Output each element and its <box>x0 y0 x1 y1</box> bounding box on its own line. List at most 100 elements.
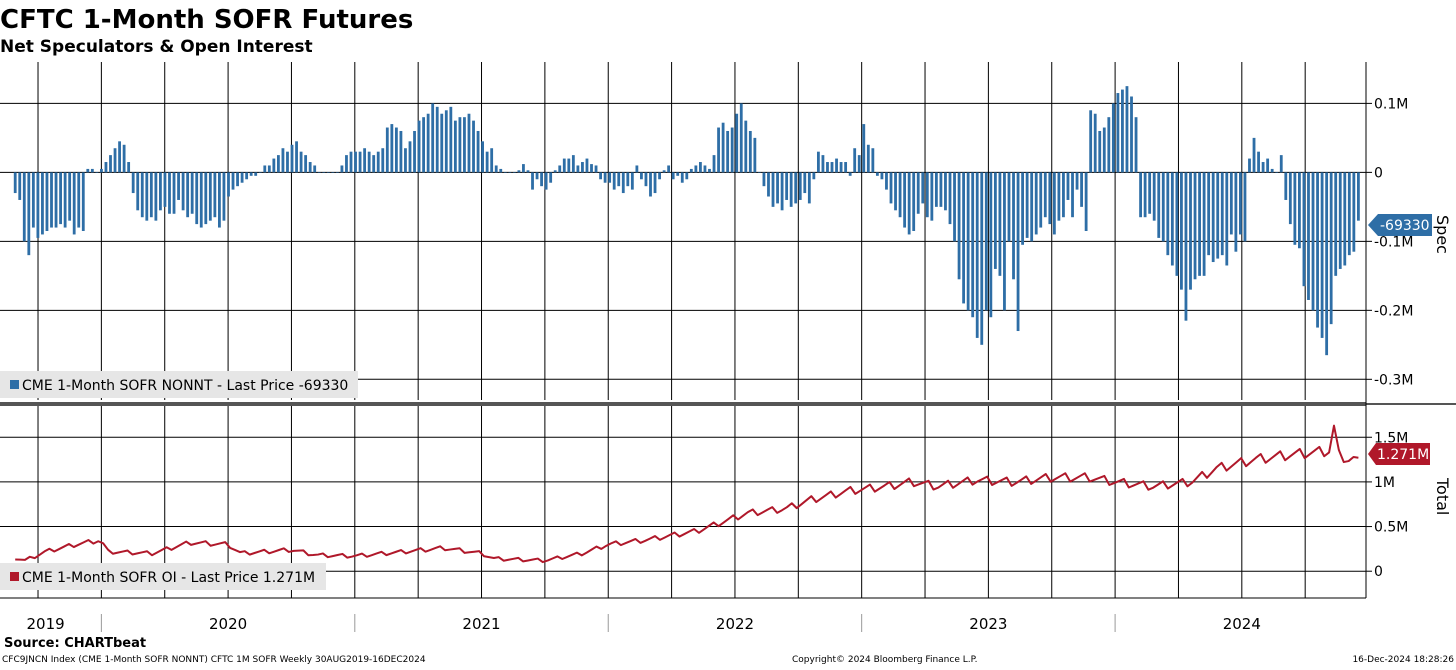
spec-bar <box>712 155 716 173</box>
spec-bar <box>708 168 711 173</box>
spec-bar <box>1071 172 1074 218</box>
spec-bar <box>676 172 680 176</box>
spec-bar <box>394 127 398 173</box>
spec-bar <box>1007 172 1011 242</box>
spec-bar <box>1143 172 1147 218</box>
spec-bar <box>571 155 575 173</box>
spec-bar <box>1030 172 1034 242</box>
oi-last-value-tag: 1.271M <box>1368 443 1430 465</box>
spec-bar <box>1098 130 1102 173</box>
spec-bar <box>299 151 303 173</box>
spec-bar <box>190 172 194 214</box>
source-label: Source: CHARTbeat <box>4 636 146 651</box>
chart-title: CFTC 1-Month SOFR Futures <box>0 5 413 35</box>
spec-bar <box>335 172 339 173</box>
spec-bar <box>499 168 503 173</box>
spec-bar <box>195 172 199 225</box>
spec-bar <box>785 172 789 200</box>
spec-bar <box>222 172 226 221</box>
spec-bar <box>145 172 149 221</box>
spec-bar <box>1220 172 1224 256</box>
spec-bar <box>907 172 911 235</box>
spec-bar <box>1288 172 1292 225</box>
spec-bar <box>440 113 444 173</box>
spec-bar <box>875 172 879 176</box>
spec-bar <box>971 172 975 318</box>
spec-bar <box>812 172 816 180</box>
spec-bar <box>481 141 484 173</box>
spec-bar <box>426 113 430 173</box>
spec-bar <box>585 158 589 173</box>
spec-bar <box>1343 172 1347 266</box>
top-tick-label: -0.1M <box>1374 234 1413 250</box>
spec-bar <box>417 120 421 173</box>
spec-bar <box>72 172 76 235</box>
spec-bar <box>1302 172 1306 287</box>
timestamp: 16-Dec-2024 18:28:26 <box>1352 655 1454 665</box>
spec-bar <box>408 141 412 173</box>
spec-bar <box>989 172 993 318</box>
spec-bar <box>231 172 235 190</box>
spec-bar <box>776 172 779 204</box>
spec-bar <box>522 164 525 173</box>
spec-bar <box>726 130 730 173</box>
spec-bar <box>1121 89 1124 173</box>
spec-bar <box>1243 172 1247 242</box>
spec-bar <box>254 172 258 176</box>
spec-bar <box>553 170 557 173</box>
spec-bar <box>240 172 244 183</box>
spec-bar <box>354 151 357 173</box>
spec-bar <box>685 172 689 180</box>
spec-bar <box>1048 172 1052 225</box>
spec-bar <box>163 172 167 207</box>
spec-bar <box>880 172 884 180</box>
spec-bar <box>435 106 439 173</box>
spec-bar <box>263 165 267 173</box>
spec-bar <box>531 172 534 190</box>
spec-bar <box>1279 155 1283 173</box>
spec-bar <box>168 172 171 214</box>
spec-bar <box>1180 172 1183 290</box>
spec-bar <box>635 165 639 173</box>
spec-bar <box>581 162 584 173</box>
spec-bar <box>358 151 362 173</box>
spec-bar <box>1125 86 1129 173</box>
spec-bar <box>953 172 956 242</box>
spec-bar <box>77 172 81 228</box>
spec-bar <box>1102 127 1106 173</box>
spec-bar <box>966 172 970 311</box>
spec-bar <box>626 172 630 187</box>
spec-bar <box>939 172 943 207</box>
spec-bar <box>1057 172 1061 221</box>
spec-bar <box>1338 172 1342 269</box>
spec-bar <box>576 165 580 173</box>
spec-bar <box>558 165 562 173</box>
spec-bar <box>1043 172 1047 218</box>
oi-last-value-label: 1.271M <box>1377 447 1429 463</box>
spec-bar <box>1075 172 1079 190</box>
spec-bar <box>1270 168 1274 173</box>
spec-bar <box>535 172 539 180</box>
spec-bar <box>140 172 144 218</box>
spec-bar <box>281 148 285 173</box>
bottom-axis-ticks: 1.5M 1M 0.5M 0 <box>1366 430 1408 580</box>
spec-bar <box>1175 172 1179 276</box>
spec-bar <box>603 172 607 183</box>
spec-bar <box>590 164 593 173</box>
spec-bar <box>667 165 671 173</box>
spec-bar <box>662 170 666 173</box>
top-tick-label: 0.1M <box>1374 96 1408 112</box>
spec-bar <box>653 172 657 194</box>
spec-bar <box>1198 172 1201 276</box>
year-label: 2020 <box>209 615 247 633</box>
spec-bar <box>984 172 988 311</box>
spec-bar <box>1261 162 1265 173</box>
spec-bar <box>100 168 103 173</box>
spec-bar <box>245 172 249 180</box>
spec-bar <box>862 124 866 173</box>
spec-bar <box>993 172 997 269</box>
spec-bar <box>680 172 684 183</box>
spec-bar <box>431 103 435 173</box>
spec-bar <box>399 130 403 173</box>
spec-bar <box>1193 172 1197 280</box>
